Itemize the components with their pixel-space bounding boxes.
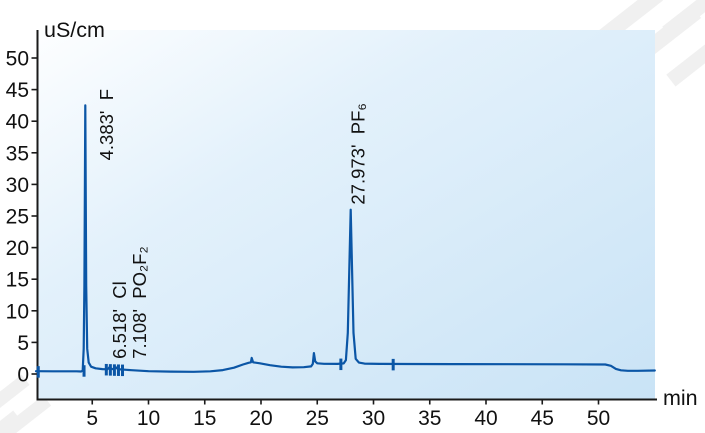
x-axis-ticks: 5 10 15 20 25 30 35 40 45 50	[86, 400, 610, 430]
x-tick-label: 35	[418, 407, 441, 430]
watermark-bottom-left	[0, 374, 52, 433]
x-tick-label: 20	[249, 407, 272, 430]
chromatogram-trace	[34, 104, 656, 373]
y-axis-ticks: 0 5 10 15 20 25 30 35 40 45 50	[6, 48, 37, 387]
x-axis-unit-label: min	[663, 386, 698, 410]
peak-label: 27.973' PF₆	[348, 103, 369, 205]
integration-marks	[36, 358, 395, 378]
y-tick-label: 20	[6, 237, 29, 260]
y-tick-label: 30	[6, 174, 29, 197]
x-tick-label: 45	[531, 407, 554, 430]
x-tick-label: 10	[137, 407, 160, 430]
y-tick-label: 35	[6, 142, 29, 165]
peak-label: 6.518' Cl	[109, 281, 130, 359]
x-tick-label: 40	[474, 407, 497, 430]
x-tick-label: 50	[587, 407, 610, 430]
x-tick-label: 5	[86, 407, 98, 430]
y-tick-label: 40	[6, 111, 29, 134]
y-tick-label: 5	[17, 332, 29, 355]
peak-label: 4.383' F	[96, 89, 117, 160]
peak-labels: 4.383' F 6.518' Cl 7.108' PO₂F₂ 27.973' PF₆	[96, 89, 368, 359]
y-tick-label: 0	[17, 364, 29, 387]
y-tick-label: 10	[6, 300, 29, 323]
x-tick-label: 30	[362, 407, 385, 430]
y-tick-label: 50	[6, 48, 29, 71]
y-tick-label: 25	[6, 206, 29, 229]
x-tick-label: 25	[306, 407, 329, 430]
x-tick-label: 15	[193, 407, 216, 430]
peak-label: 7.108' PO₂F₂	[129, 246, 150, 359]
y-tick-label: 15	[6, 269, 29, 292]
y-tick-label: 45	[6, 79, 29, 102]
y-axis-unit-label: uS/cm	[44, 18, 105, 42]
